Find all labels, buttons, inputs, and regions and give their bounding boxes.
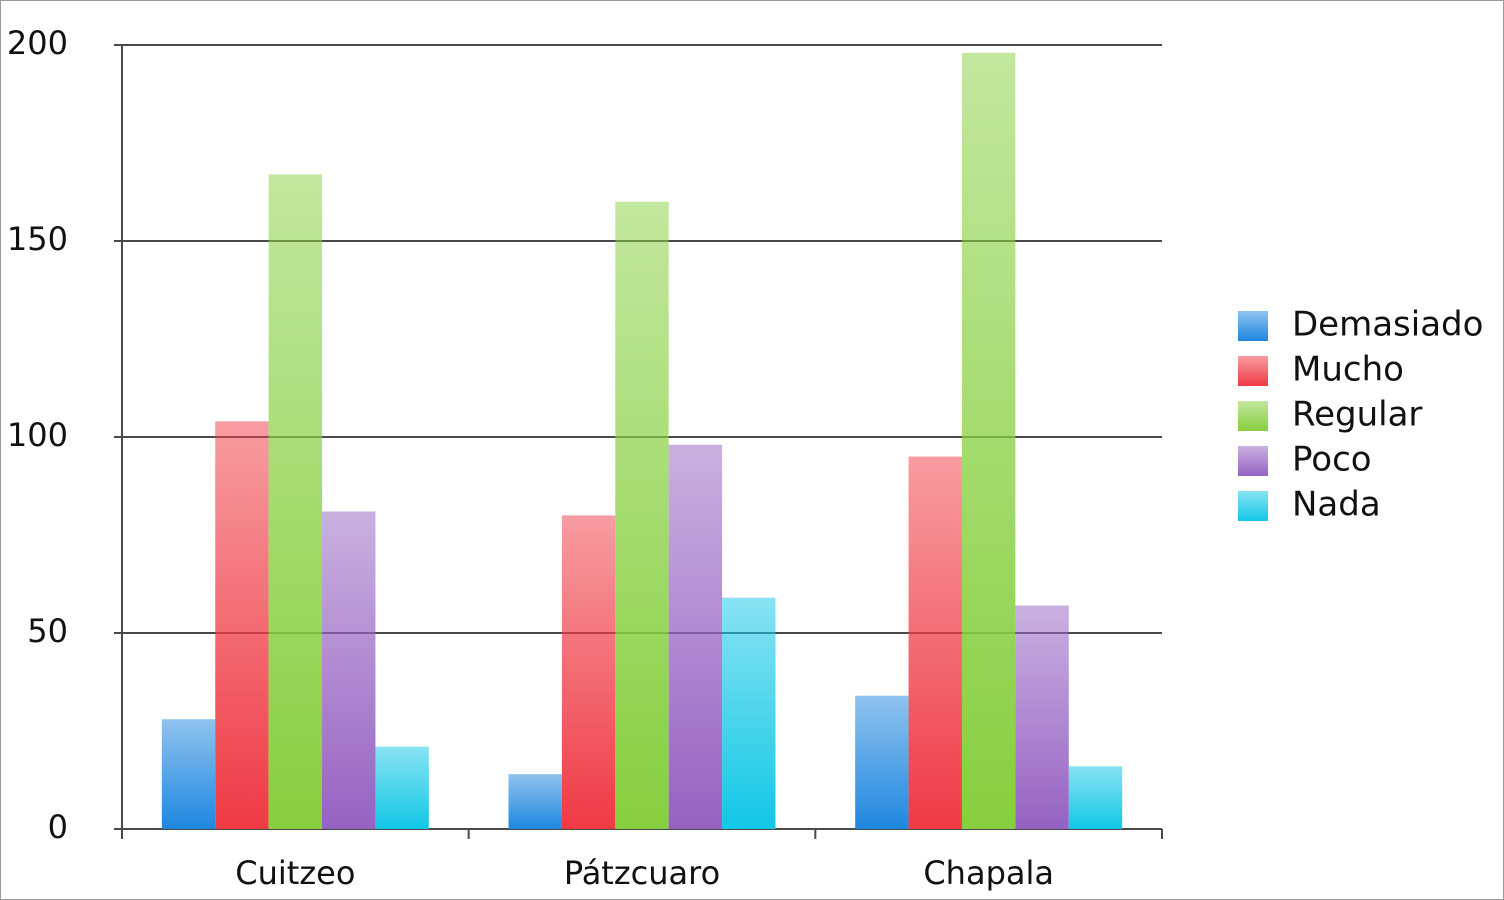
bar	[668, 444, 723, 829]
legend-swatch	[1238, 356, 1268, 386]
bar	[375, 746, 429, 829]
legend-swatch	[1238, 311, 1268, 341]
legend-swatch	[1238, 491, 1268, 521]
y-tick-label: 100	[7, 416, 68, 454]
bar	[561, 515, 616, 829]
x-tick-label: Pátzcuaro	[564, 854, 720, 892]
bar	[508, 774, 562, 829]
bar	[161, 719, 216, 829]
bar	[322, 511, 376, 829]
bar	[215, 421, 269, 829]
bar	[961, 52, 1016, 829]
legend-swatch	[1238, 401, 1268, 431]
legend-label: Poco	[1292, 440, 1372, 480]
y-tick-label: 200	[7, 24, 68, 62]
y-tick-label: 150	[7, 220, 68, 258]
legend-label: Demasiado	[1292, 305, 1483, 345]
bar	[268, 174, 323, 830]
x-tick-label: Cuitzeo	[235, 854, 355, 892]
bar	[615, 201, 669, 830]
bar	[1015, 605, 1069, 829]
legend-label: Nada	[1292, 485, 1381, 525]
y-tick-label: 0	[48, 808, 68, 846]
legend-swatch	[1238, 446, 1268, 476]
x-tick-label: Chapala	[923, 854, 1054, 892]
bar	[908, 456, 962, 829]
bar	[855, 695, 909, 829]
legend-label: Regular	[1292, 395, 1422, 435]
y-tick-label: 50	[27, 612, 68, 650]
legend-label: Mucho	[1292, 350, 1404, 390]
bar	[1068, 766, 1123, 829]
bar	[722, 597, 776, 829]
